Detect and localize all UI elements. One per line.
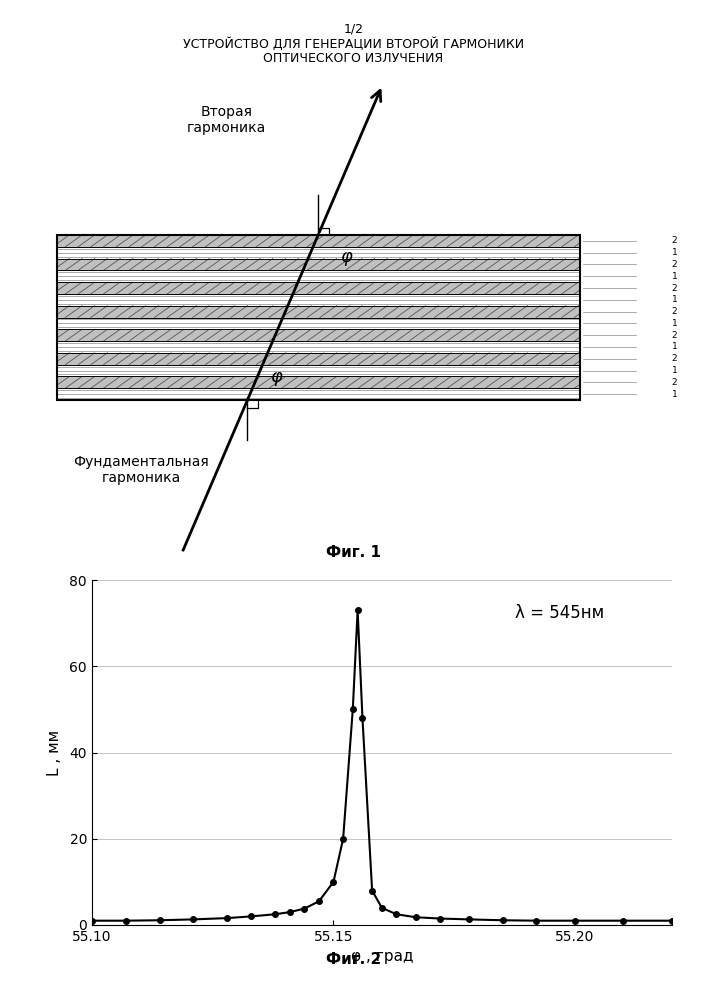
Text: φ: φ: [270, 368, 281, 386]
Text: 2: 2: [672, 307, 677, 316]
Text: 1: 1: [672, 342, 677, 351]
Text: 1: 1: [672, 295, 677, 304]
Bar: [57, 282, 580, 294]
Text: Фундаментальная
гармоника: Фундаментальная гармоника: [74, 455, 209, 485]
Text: 1: 1: [672, 390, 677, 399]
Text: 1: 1: [672, 366, 677, 375]
Bar: [57, 306, 580, 318]
X-axis label: φ , град: φ , град: [351, 949, 413, 964]
Text: 2: 2: [672, 331, 677, 340]
Text: φ: φ: [341, 248, 352, 266]
Bar: [57, 365, 580, 376]
Y-axis label: L , мм: L , мм: [47, 729, 62, 776]
Text: Фиг. 1: Фиг. 1: [326, 545, 381, 560]
Text: 2: 2: [672, 378, 677, 387]
Text: 2: 2: [672, 354, 677, 363]
Bar: [57, 247, 580, 259]
Text: ОПТИЧЕСКОГО ИЗЛУЧЕНИЯ: ОПТИЧЕСКОГО ИЗЛУЧЕНИЯ: [264, 52, 443, 65]
Bar: [57, 353, 580, 365]
Text: λ = 545нм: λ = 545нм: [515, 604, 604, 622]
Text: Фиг. 2: Фиг. 2: [326, 952, 381, 967]
Bar: [57, 294, 580, 306]
Bar: [57, 318, 580, 329]
Text: 2: 2: [672, 284, 677, 293]
Bar: [57, 235, 580, 247]
Bar: [57, 259, 580, 270]
Text: 2: 2: [672, 260, 677, 269]
Bar: [57, 270, 580, 282]
Text: 1: 1: [672, 319, 677, 328]
Text: 1: 1: [672, 272, 677, 281]
Text: УСТРОЙСТВО ДЛЯ ГЕНЕРАЦИИ ВТОРОЙ ГАРМОНИКИ: УСТРОЙСТВО ДЛЯ ГЕНЕРАЦИИ ВТОРОЙ ГАРМОНИК…: [183, 37, 524, 51]
Bar: [57, 376, 580, 388]
Bar: [57, 235, 580, 400]
Text: 2: 2: [672, 236, 677, 245]
Text: 1: 1: [672, 248, 677, 257]
Bar: [57, 388, 580, 400]
Text: Вторая
гармоника: Вторая гармоника: [187, 105, 266, 135]
Bar: [57, 341, 580, 353]
Text: 1/2: 1/2: [344, 22, 363, 35]
Bar: [57, 329, 580, 341]
